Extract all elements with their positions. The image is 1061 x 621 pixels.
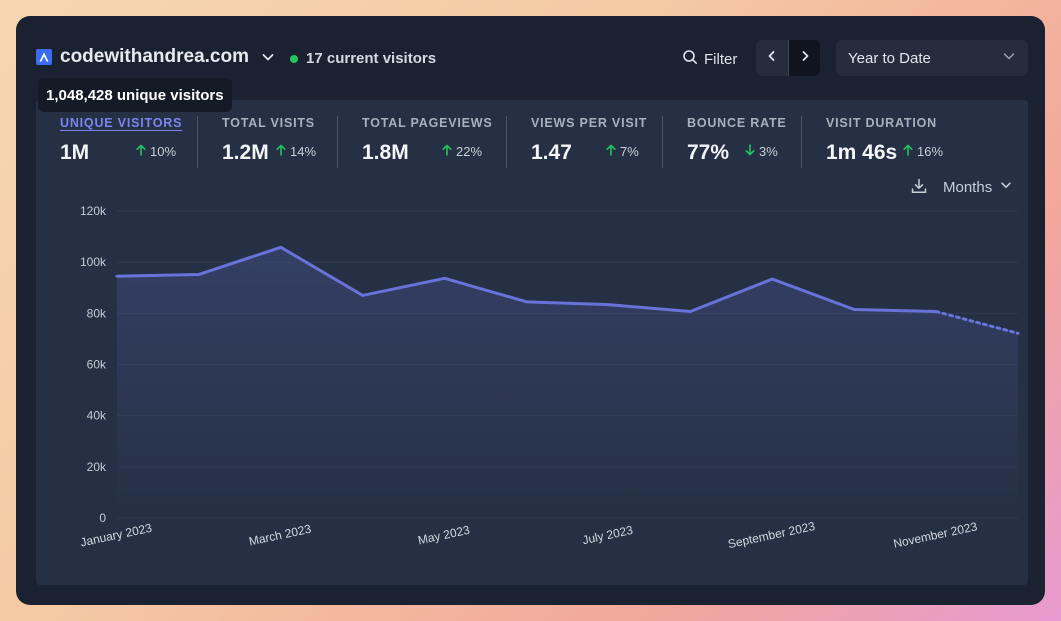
x-tick-label: May 2023 (417, 523, 472, 548)
tooltip-text: 1,048,428 unique visitors (46, 86, 224, 104)
chevron-down-icon (1002, 49, 1016, 68)
previous-period-button[interactable] (756, 40, 788, 76)
visitors-chart[interactable]: 0 20k 40k 60k 80k 100k 120k January 2023 March 2… (16, 16, 1045, 605)
data-point[interactable] (1010, 325, 1026, 341)
stat-change-value: 22% (456, 144, 483, 159)
stat-label: UNIQUE VISITORS (60, 116, 183, 130)
chevron-left-icon (766, 49, 778, 67)
stat-change-value: 16% (917, 144, 944, 159)
stat-change-value: 3% (759, 144, 778, 159)
data-point[interactable] (273, 239, 289, 255)
arrow-down-icon (745, 144, 755, 159)
download-icon (911, 178, 927, 198)
stat-change: 16% (903, 144, 943, 159)
filter-button[interactable]: Filter (682, 49, 737, 70)
x-tick-label: November 2023 (892, 519, 979, 551)
stat-change: 10% (136, 144, 176, 159)
stat-value: 77% (687, 141, 730, 164)
current-visitors[interactable]: 17 current visitors (290, 50, 436, 67)
stat-change: 3% (745, 144, 778, 159)
x-tick-label: March 2023 (248, 522, 313, 549)
data-point[interactable] (437, 270, 453, 286)
arrow-up-icon (442, 144, 452, 159)
download-button[interactable] (911, 178, 927, 199)
data-point[interactable] (682, 304, 698, 320)
live-dot-icon (290, 54, 298, 63)
filter-label: Filter (704, 51, 738, 68)
stat-divider (506, 116, 507, 168)
stat-value: 1.8M (362, 141, 409, 164)
stat-divider (662, 116, 663, 168)
site-name: codewithandrea.com (60, 46, 249, 67)
stat-label: TOTAL VISITS (222, 116, 315, 130)
data-point[interactable] (764, 271, 780, 287)
chevron-down-icon (261, 50, 275, 64)
data-point[interactable] (600, 297, 616, 313)
stat-label: VIEWS PER VISIT (531, 116, 648, 130)
app-window: codewithandrea.com 17 current visitors F… (16, 16, 1045, 605)
stat-divider (337, 116, 338, 168)
data-point[interactable] (928, 304, 944, 320)
interval-label: Months (943, 178, 993, 196)
period-select[interactable]: Year to Date (836, 40, 1028, 76)
series-line-partial (934, 310, 1020, 335)
data-point[interactable] (846, 301, 862, 317)
stat-views-per-visit[interactable]: VIEWS PER VISIT 1.47 7% (531, 116, 648, 164)
data-point[interactable] (519, 294, 535, 310)
y-tick-label: 20k (87, 460, 107, 474)
stat-label: BOUNCE RATE (687, 116, 787, 130)
stat-label: TOTAL PAGEVIEWS (362, 116, 493, 130)
y-tick-label: 0 (99, 511, 106, 525)
arrow-up-icon (276, 144, 286, 159)
data-point[interactable] (191, 266, 207, 282)
stat-bounce-rate[interactable]: BOUNCE RATE 77% 3% (687, 116, 787, 164)
search-icon (682, 49, 698, 70)
next-period-button[interactable] (788, 40, 820, 76)
series-area (117, 247, 1018, 518)
stat-unique-visitors[interactable]: UNIQUE VISITORS 1M 10% (60, 116, 183, 164)
arrow-up-icon (136, 144, 146, 159)
site-switcher[interactable]: codewithandrea.com (36, 46, 275, 68)
data-point[interactable] (355, 287, 371, 303)
arrow-up-icon (606, 144, 616, 159)
x-tick-label: July 2023 (581, 523, 634, 547)
stat-change-value: 10% (150, 144, 177, 159)
stat-change-value: 7% (620, 144, 639, 159)
stat-total-pageviews[interactable]: TOTAL PAGEVIEWS 1.8M 22% (362, 116, 493, 164)
y-tick-label: 120k (80, 204, 107, 218)
current-visitors-text: 17 current visitors (306, 50, 437, 67)
series-line (115, 245, 938, 314)
stat-change: 7% (606, 144, 639, 159)
stat-value: 1m 46s (826, 141, 898, 164)
stat-value: 1M (60, 141, 90, 164)
logo-a-icon (36, 49, 52, 65)
stat-divider (801, 116, 802, 168)
x-tick-label: January 2023 (79, 521, 153, 550)
x-tick-label: September 2023 (727, 519, 817, 551)
stat-visit-duration[interactable]: VISIT DURATION 1m 46s 16% (826, 116, 943, 164)
stat-label: VISIT DURATION (826, 116, 937, 130)
y-tick-label: 40k (87, 409, 107, 423)
y-tick-label: 60k (87, 358, 107, 372)
top-bar: codewithandrea.com 17 current visitors F… (16, 16, 1045, 100)
interval-select[interactable]: Months (943, 178, 1012, 196)
stat-change-value: 14% (290, 144, 317, 159)
data-point[interactable] (109, 268, 125, 284)
stat-divider (197, 116, 198, 168)
period-select-label: Year to Date (848, 49, 931, 67)
arrow-up-icon (903, 144, 913, 159)
stat-value: 1.2M (222, 141, 269, 164)
stat-total-visits[interactable]: TOTAL VISITS 1.2M 14% (222, 116, 316, 164)
stat-value: 1.47 (531, 141, 572, 164)
y-tick-label: 100k (80, 255, 107, 269)
tooltip: 1,048,428 unique visitors (38, 78, 232, 112)
y-tick-label: 80k (87, 306, 107, 320)
period-navigation (756, 40, 820, 76)
stat-change: 22% (442, 144, 482, 159)
chevron-down-icon (1000, 178, 1012, 196)
stat-change: 14% (276, 144, 316, 159)
chevron-right-icon (799, 49, 811, 67)
